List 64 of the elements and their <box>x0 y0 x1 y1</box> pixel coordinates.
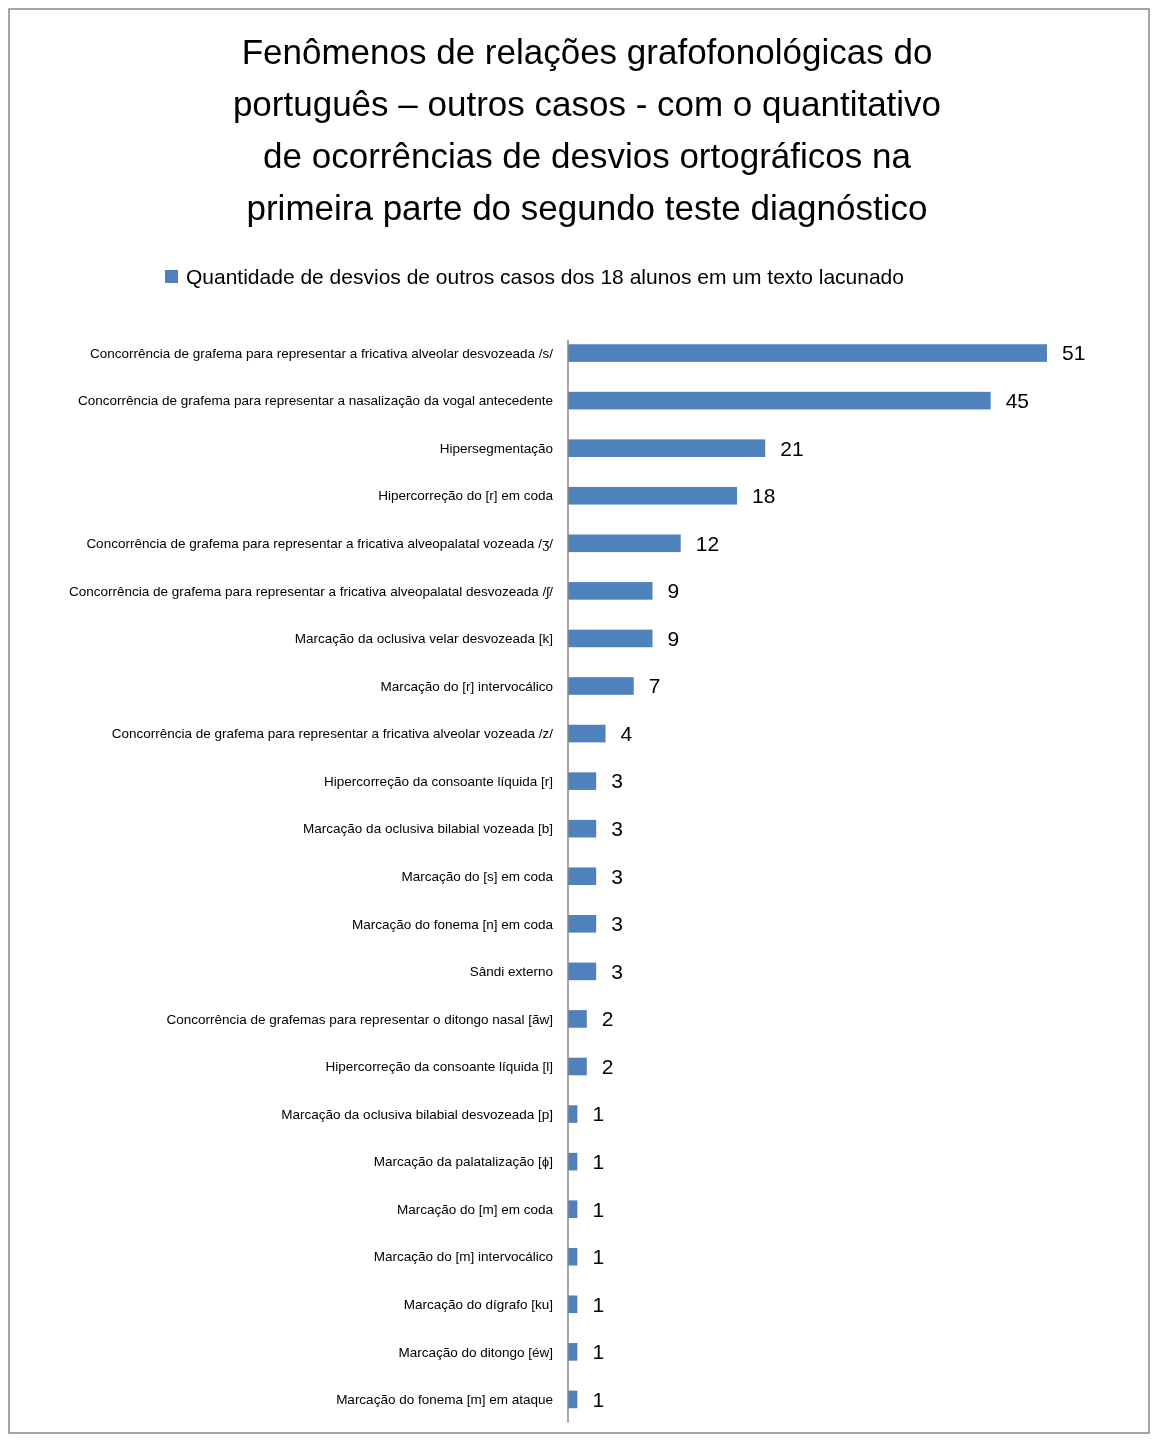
y-tick-label: Marcação da oclusiva bilabial vozeada [b] <box>303 821 553 837</box>
data-label: 3 <box>611 769 623 793</box>
y-tick-label: Concorrência de grafema para representar a fricativa alveopalatal desvozeada /ʃ/ <box>68 583 554 599</box>
data-label: 1 <box>592 1340 605 1364</box>
data-label: 45 <box>1005 388 1030 412</box>
y-tick-label: Concorrência de grafema para representar a fricativa alveolar desvozeada /s/ <box>90 345 554 361</box>
data-label: 1 <box>592 1387 605 1411</box>
data-label: 21 <box>780 436 804 460</box>
legend-label: Quantidade de desvios de outros casos dos 18 alunos em um texto lacunado <box>186 265 904 289</box>
y-tick-label: Marcação do [s] em coda <box>401 868 554 884</box>
bar <box>568 724 606 743</box>
y-tick-label: Marcação do dígrafo [ku] <box>403 1297 553 1313</box>
bar <box>568 962 597 981</box>
data-label: 4 <box>620 721 633 745</box>
y-tick-label: Marcação do ditongo [éw] <box>398 1344 553 1360</box>
y-tick-label: Hipercorreção da consoante líquida [l] <box>325 1059 553 1075</box>
data-label: 1 <box>592 1102 605 1126</box>
data-label: 9 <box>667 579 680 603</box>
y-tick-label: Marcação do fonema [n] em coda <box>351 916 554 932</box>
bar <box>568 582 653 600</box>
bar <box>568 867 597 886</box>
bar <box>568 344 1047 362</box>
y-tick-label: Sândi externo <box>469 964 553 980</box>
y-tick-label: Marcação da palatalização [ɸ] <box>373 1154 553 1170</box>
data-label: 2 <box>601 1007 614 1031</box>
data-label: 1 <box>592 1292 605 1316</box>
data-label: 9 <box>667 626 680 650</box>
data-label: 2 <box>601 1054 614 1078</box>
bar <box>568 486 738 505</box>
y-tick-label: Concorrência de grafema para representar a fricativa alveolar vozeada /z/ <box>111 726 554 742</box>
bar <box>568 439 766 457</box>
data-label: 1 <box>592 1197 605 1221</box>
data-label: 3 <box>611 817 623 841</box>
y-tick-label: Hipercorreção da consoante líquida [r] <box>324 773 553 789</box>
bar <box>568 391 991 410</box>
y-tick-label: Marcação do fonema [m] em ataque <box>336 1392 553 1408</box>
bar <box>568 1057 587 1076</box>
data-label: 18 <box>752 484 776 508</box>
bar <box>568 1010 587 1028</box>
data-label: 7 <box>648 674 661 698</box>
y-tick-label: Hipercorreção do [r] em coda <box>378 488 554 504</box>
y-tick-label: Marcação do [m] intervocálico <box>373 1249 553 1265</box>
y-tick-label: Concorrência de grafema para representar a nasalização da vogal antecedente <box>77 393 553 409</box>
data-label: 1 <box>592 1149 605 1173</box>
bar <box>568 772 597 790</box>
data-label: 3 <box>611 864 623 888</box>
y-tick-label: Marcação da oclusiva bilabial desvozeada [p] <box>281 1106 553 1122</box>
y-tick-label: Marcação da oclusiva velar desvozeada [k] <box>294 631 553 647</box>
y-tick-label: Marcação do [m] em coda <box>396 1201 554 1217</box>
y-tick-label: Concorrência de grafema para representar a fricativa alveopalatal vozeada /ʒ/ <box>86 536 554 552</box>
data-label: 3 <box>611 912 623 936</box>
data-label: 1 <box>592 1245 605 1269</box>
bar <box>568 677 634 695</box>
y-tick-label: Concorrência de grafemas para representar o ditongo nasal [ãw] <box>166 1011 553 1027</box>
y-tick-label: Marcação do [r] intervocálico <box>380 678 553 694</box>
y-tick-label: Hipersegmentação <box>439 440 553 456</box>
chart-title: Fenômenos de relações grafofonológicas do português – outros casos - com o quantitativo de ocorrências de desvios ortográficos na primeira parte do segundo teste diagnóstico <box>232 32 942 227</box>
bar <box>568 534 681 553</box>
data-label: 12 <box>695 531 720 555</box>
data-label: 3 <box>611 959 623 983</box>
bar <box>568 915 597 933</box>
bar <box>568 629 653 648</box>
data-label: 51 <box>1062 341 1086 365</box>
bar <box>568 819 597 838</box>
